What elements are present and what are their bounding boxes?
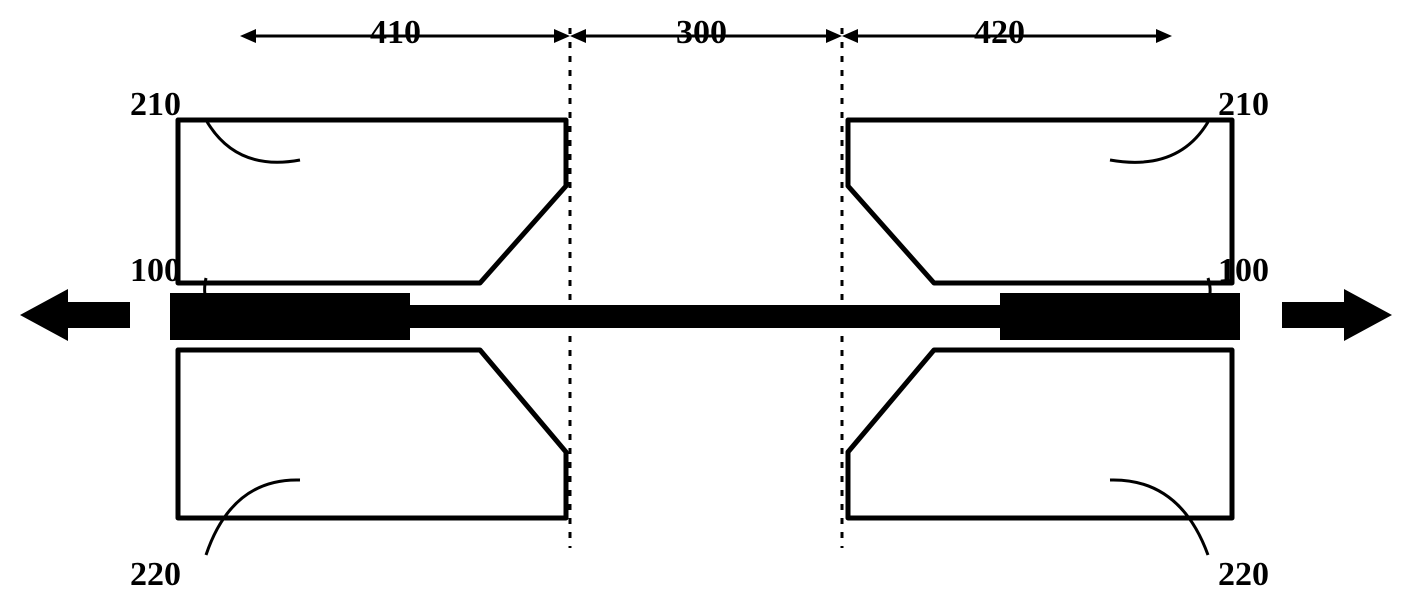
dim-420-arrow-r (1156, 29, 1172, 43)
leader-210-tl (206, 120, 300, 162)
diagram-canvas: 410 300 420 210 210 100 100 220 220 (0, 0, 1412, 602)
clamp-top-left (178, 120, 566, 283)
dim-label-420: 420 (974, 14, 1025, 52)
dim-label-410: 410 (370, 14, 421, 52)
diagram-svg (0, 0, 1412, 602)
dim-300-arrow-l (570, 29, 586, 43)
dim-420-arrow-l (842, 29, 858, 43)
callout-220-bl: 220 (130, 556, 181, 594)
callout-100-mr: 100 (1218, 252, 1269, 290)
dim-label-300: 300 (676, 14, 727, 52)
clamp-top-right (848, 120, 1232, 283)
pull-arrow-left (20, 289, 130, 341)
dim-410-arrow-r (554, 29, 570, 43)
callout-100-ml: 100 (130, 252, 181, 290)
dim-300-arrow-r (826, 29, 842, 43)
callout-210-tl: 210 (130, 86, 181, 124)
dim-410-arrow-l (240, 29, 256, 43)
callout-210-tr: 210 (1218, 86, 1269, 124)
leader-210-tr (1110, 122, 1208, 162)
clamp-bottom-right (848, 350, 1232, 518)
clamp-bottom-left (178, 350, 566, 518)
callout-220-br: 220 (1218, 556, 1269, 594)
pull-arrow-right (1282, 289, 1392, 341)
specimen-bar (170, 293, 1240, 340)
